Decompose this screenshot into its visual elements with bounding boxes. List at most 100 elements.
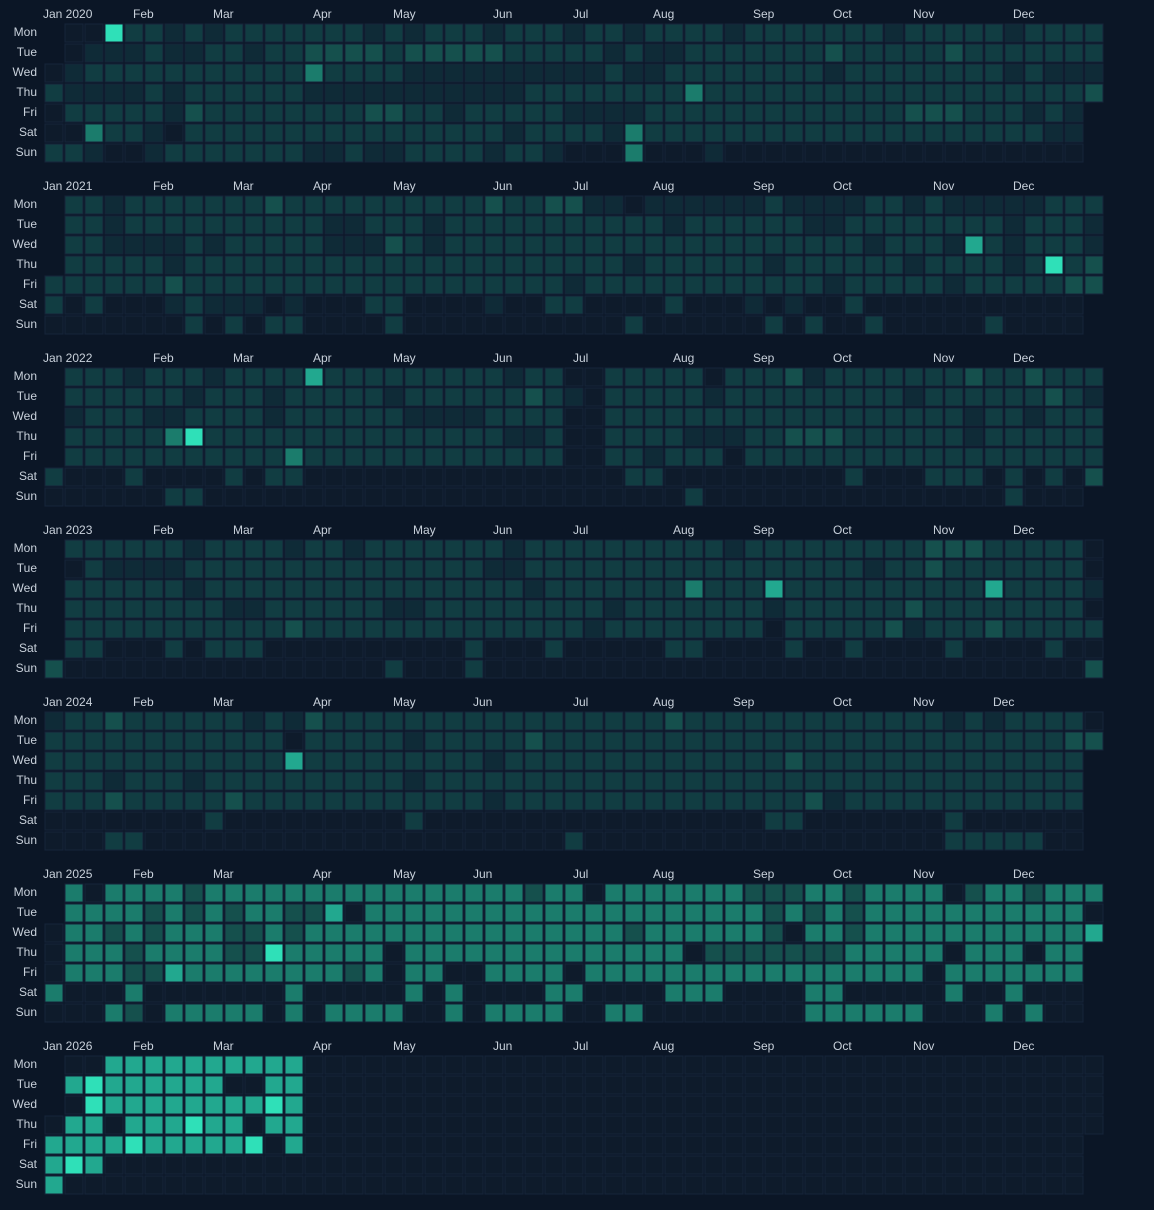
day-cell xyxy=(964,315,984,335)
day-cell xyxy=(704,195,724,215)
day-cell xyxy=(1024,1055,1044,1075)
day-cell xyxy=(304,1135,324,1155)
day-cell xyxy=(944,791,964,811)
day-cell xyxy=(1024,539,1044,559)
day-cell xyxy=(44,711,64,731)
day-cell xyxy=(884,235,904,255)
day-cell xyxy=(464,295,484,315)
day-cell xyxy=(164,63,184,83)
day-cell xyxy=(624,295,644,315)
day-cell xyxy=(584,539,604,559)
day-cell xyxy=(804,123,824,143)
day-cell xyxy=(64,103,84,123)
day-cell xyxy=(244,215,264,235)
day-cell xyxy=(604,123,624,143)
day-cell xyxy=(784,599,804,619)
day-cell xyxy=(604,639,624,659)
day-cell xyxy=(324,487,344,507)
day-cell xyxy=(544,791,564,811)
day-cell xyxy=(104,63,124,83)
day-cell xyxy=(804,427,824,447)
day-cell xyxy=(844,275,864,295)
day-cell xyxy=(204,711,224,731)
day-cell xyxy=(1084,43,1104,63)
day-cell xyxy=(1084,215,1104,235)
day-cell xyxy=(564,1003,584,1023)
day-cell xyxy=(384,659,404,679)
day-cell xyxy=(564,559,584,579)
day-cell xyxy=(1064,143,1084,163)
day-cell xyxy=(204,963,224,983)
day-cell xyxy=(404,103,424,123)
day-cell xyxy=(824,883,844,903)
weekday-label: Sun xyxy=(16,833,37,847)
day-cell xyxy=(1024,1115,1044,1135)
day-cell xyxy=(1004,731,1024,751)
day-cell xyxy=(284,235,304,255)
day-cell xyxy=(84,831,104,851)
day-cell xyxy=(1004,599,1024,619)
day-cell xyxy=(824,711,844,731)
day-cell xyxy=(44,771,64,791)
day-cell xyxy=(264,215,284,235)
day-cell xyxy=(204,1155,224,1175)
day-cell xyxy=(424,1175,444,1195)
day-cell xyxy=(64,387,84,407)
day-cell xyxy=(204,255,224,275)
day-cell xyxy=(784,963,804,983)
day-cell xyxy=(824,1075,844,1095)
weekday-label: Fri xyxy=(23,277,37,291)
day-cell xyxy=(144,711,164,731)
day-cell xyxy=(824,1115,844,1135)
day-cell xyxy=(324,1115,344,1135)
weekday-label: Sun xyxy=(16,489,37,503)
day-cell xyxy=(1004,883,1024,903)
day-cell xyxy=(784,83,804,103)
day-cell xyxy=(224,1175,244,1195)
day-cell xyxy=(344,963,364,983)
day-cell xyxy=(344,447,364,467)
day-cell xyxy=(664,427,684,447)
day-cell xyxy=(484,467,504,487)
day-cell xyxy=(384,447,404,467)
day-cell xyxy=(104,407,124,427)
day-cell xyxy=(1004,315,1024,335)
day-cell xyxy=(544,539,564,559)
day-cell xyxy=(704,447,724,467)
day-cell xyxy=(184,447,204,467)
day-cell xyxy=(584,983,604,1003)
month-label: Aug xyxy=(673,523,694,537)
day-cell xyxy=(464,659,484,679)
day-cell xyxy=(704,275,724,295)
day-cell xyxy=(604,659,624,679)
day-cell xyxy=(44,275,64,295)
day-cell xyxy=(324,883,344,903)
day-cell xyxy=(364,407,384,427)
day-cell xyxy=(164,367,184,387)
day-cell xyxy=(784,731,804,751)
day-cell xyxy=(104,275,124,295)
day-cell xyxy=(764,1003,784,1023)
day-cell xyxy=(1024,143,1044,163)
day-cell xyxy=(104,1135,124,1155)
day-cell xyxy=(124,943,144,963)
day-cell xyxy=(1084,63,1104,83)
day-cell xyxy=(604,275,624,295)
day-cell xyxy=(844,711,864,731)
day-cell xyxy=(124,983,144,1003)
day-cell xyxy=(1064,1175,1084,1195)
day-cell xyxy=(224,1095,244,1115)
month-label: Jan 2024 xyxy=(43,695,93,709)
day-cell xyxy=(204,195,224,215)
day-cell xyxy=(464,923,484,943)
day-cell xyxy=(344,295,364,315)
day-cell xyxy=(364,963,384,983)
day-cell xyxy=(144,315,164,335)
month-label: Jan 2023 xyxy=(43,523,93,537)
day-cell xyxy=(124,1055,144,1075)
day-cell xyxy=(584,639,604,659)
day-cell xyxy=(724,1115,744,1135)
day-cell xyxy=(484,1075,504,1095)
day-cell xyxy=(224,539,244,559)
day-cell xyxy=(904,619,924,639)
